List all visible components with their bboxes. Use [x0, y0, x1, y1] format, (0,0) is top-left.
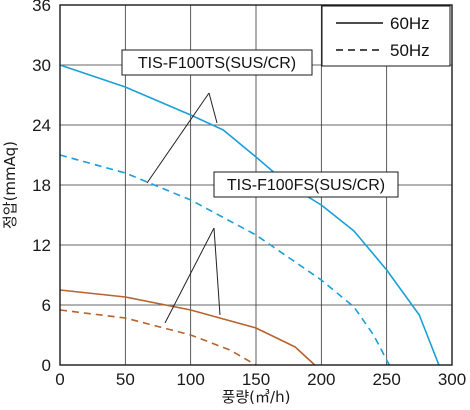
series-line-tis-f100ts-50hz	[59, 154, 391, 366]
y-tick-label: 18	[32, 176, 51, 195]
plot-frame	[59, 4, 453, 366]
callout-ts-box	[121, 49, 313, 76]
y-tick-label: 0	[42, 356, 51, 375]
legend-60hz-label: 60Hz	[390, 14, 430, 33]
legend-box	[321, 5, 451, 67]
y-tick-label: 12	[32, 236, 51, 255]
x-tick-label: 250	[372, 370, 400, 389]
x-tick-label: 150	[242, 370, 270, 389]
callout-fs: TIS-F100FS(SUS/CR)	[164, 171, 399, 324]
x-axis-label: 풍량(㎥/h)	[222, 388, 291, 406]
legend-50hz-label: 50Hz	[390, 41, 430, 60]
series-line-tis-f100fs-50hz	[59, 309, 257, 366]
callout-ts-label: TIS-F100TS(SUS/CR)	[138, 55, 296, 72]
y-tick-label: 30	[32, 56, 51, 75]
legend: 60Hz 50Hz	[321, 5, 451, 67]
x-tick-label: 50	[116, 370, 135, 389]
callout-fs-leader-60hz	[213, 227, 221, 316]
y-tick-label: 6	[42, 296, 51, 315]
series-line-tis-f100fs-60hz	[59, 289, 316, 366]
x-tick-label: 100	[176, 370, 204, 389]
callout-ts: TIS-F100TS(SUS/CR)	[121, 49, 313, 184]
callout-fs-leader-50hz	[164, 227, 215, 324]
tick-labels: 0 50 100 150 200 250 300 0 6 12 18 24 30 36	[32, 0, 466, 389]
x-tick-label: 0	[55, 370, 64, 389]
callout-fs-label: TIS-F100FS(SUS/CR)	[227, 177, 385, 194]
callout-fs-box	[213, 171, 399, 198]
x-tick-label: 200	[307, 370, 335, 389]
callout-ts-leader-50hz	[146, 92, 210, 184]
y-axis-label: 정압(mmAq)	[1, 141, 19, 229]
x-tick-label: 300	[438, 370, 466, 389]
y-tick-label: 36	[32, 0, 51, 15]
callout-ts-leader-60hz	[208, 92, 218, 124]
y-tick-label: 24	[32, 116, 51, 135]
